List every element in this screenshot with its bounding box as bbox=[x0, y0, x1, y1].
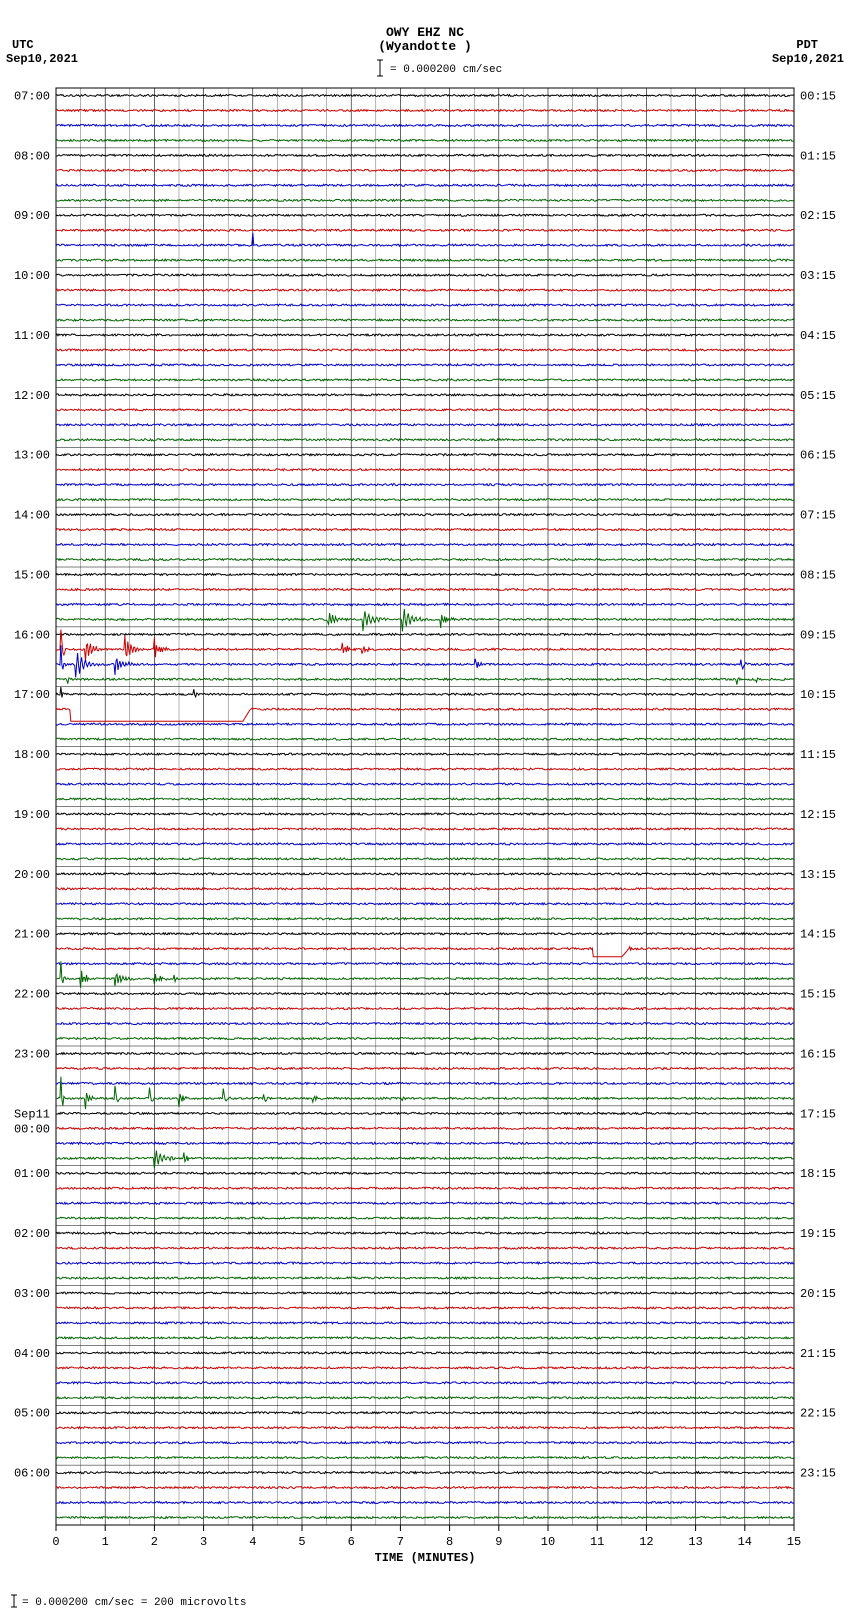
left-time-label: 07:00 bbox=[14, 89, 50, 103]
left-tz: UTC bbox=[12, 38, 34, 52]
xtick-label: 11 bbox=[590, 1535, 604, 1549]
left-time-label: 05:00 bbox=[14, 1407, 50, 1421]
left-time-label: 06:00 bbox=[14, 1467, 50, 1481]
right-time-label: 04:15 bbox=[800, 329, 836, 343]
right-time-label: 23:15 bbox=[800, 1467, 836, 1481]
right-time-label: 22:15 bbox=[800, 1407, 836, 1421]
xtick-label: 7 bbox=[397, 1535, 404, 1549]
seismogram-chart: OWY EHZ NC(Wyandotte ) = 0.000200 cm/sec U… bbox=[0, 0, 850, 1613]
right-time-label: 03:15 bbox=[800, 269, 836, 283]
left-time-label: 20:00 bbox=[14, 868, 50, 882]
right-time-label: 12:15 bbox=[800, 808, 836, 822]
xtick-label: 5 bbox=[298, 1535, 305, 1549]
xtick-label: 9 bbox=[495, 1535, 502, 1549]
left-time-label: 03:00 bbox=[14, 1287, 50, 1301]
right-time-label: 07:15 bbox=[800, 509, 836, 523]
left-date: Sep10,2021 bbox=[6, 52, 78, 66]
right-time-label: 17:15 bbox=[800, 1107, 836, 1121]
left-time-label: 16:00 bbox=[14, 628, 50, 642]
right-time-label: 09:15 bbox=[800, 628, 836, 642]
left-time-label: 22:00 bbox=[14, 988, 50, 1002]
left-time-label: 19:00 bbox=[14, 808, 50, 822]
xtick-label: 12 bbox=[639, 1535, 653, 1549]
right-time-label: 19:15 bbox=[800, 1227, 836, 1241]
right-time-label: 08:15 bbox=[800, 568, 836, 582]
station-line1: OWY EHZ NC bbox=[386, 25, 464, 40]
right-time-label: 11:15 bbox=[800, 748, 836, 762]
xaxis-label: TIME (MINUTES) bbox=[375, 1551, 476, 1565]
left-time-label: Sep11 bbox=[14, 1107, 50, 1121]
right-time-label: 20:15 bbox=[800, 1287, 836, 1301]
right-time-label: 06:15 bbox=[800, 449, 836, 463]
left-time-label: 02:00 bbox=[14, 1227, 50, 1241]
left-time-label: 00:00 bbox=[14, 1122, 50, 1136]
right-time-label: 05:15 bbox=[800, 389, 836, 403]
left-time-label: 21:00 bbox=[14, 928, 50, 942]
xtick-label: 8 bbox=[446, 1535, 453, 1549]
right-time-label: 15:15 bbox=[800, 988, 836, 1002]
left-time-label: 18:00 bbox=[14, 748, 50, 762]
scale-label: = 0.000200 cm/sec bbox=[390, 64, 502, 76]
footer-scale-note: = 0.000200 cm/sec = 200 microvolts bbox=[22, 1597, 246, 1609]
xtick-label: 1 bbox=[102, 1535, 109, 1549]
left-time-label: 11:00 bbox=[14, 329, 50, 343]
left-time-label: 10:00 bbox=[14, 269, 50, 283]
right-time-label: 16:15 bbox=[800, 1047, 836, 1061]
xtick-label: 0 bbox=[52, 1535, 59, 1549]
right-time-label: 21:15 bbox=[800, 1347, 836, 1361]
left-time-label: 15:00 bbox=[14, 568, 50, 582]
left-time-label: 04:00 bbox=[14, 1347, 50, 1361]
right-time-label: 14:15 bbox=[800, 928, 836, 942]
xtick-label: 4 bbox=[249, 1535, 256, 1549]
xtick-label: 13 bbox=[688, 1535, 702, 1549]
left-time-label: 01:00 bbox=[14, 1167, 50, 1181]
station-line2: (Wyandotte ) bbox=[378, 39, 472, 54]
left-time-label: 12:00 bbox=[14, 389, 50, 403]
right-time-label: 02:15 bbox=[800, 209, 836, 223]
right-time-label: 18:15 bbox=[800, 1167, 836, 1181]
xtick-label: 2 bbox=[151, 1535, 158, 1549]
left-time-label: 23:00 bbox=[14, 1047, 50, 1061]
right-time-label: 10:15 bbox=[800, 688, 836, 702]
right-tz: PDT bbox=[796, 38, 818, 52]
xtick-label: 10 bbox=[541, 1535, 555, 1549]
left-time-label: 17:00 bbox=[14, 688, 50, 702]
seismogram-svg: OWY EHZ NC(Wyandotte ) = 0.000200 cm/sec U… bbox=[0, 0, 850, 1613]
left-time-label: 08:00 bbox=[14, 149, 50, 163]
xtick-label: 3 bbox=[200, 1535, 207, 1549]
xtick-label: 15 bbox=[787, 1535, 801, 1549]
left-time-label: 14:00 bbox=[14, 509, 50, 523]
right-time-label: 13:15 bbox=[800, 868, 836, 882]
right-date: Sep10,2021 bbox=[772, 52, 844, 66]
right-time-label: 01:15 bbox=[800, 149, 836, 163]
left-time-label: 09:00 bbox=[14, 209, 50, 223]
right-time-label: 00:15 bbox=[800, 89, 836, 103]
xtick-label: 14 bbox=[738, 1535, 752, 1549]
left-time-label: 13:00 bbox=[14, 449, 50, 463]
xtick-label: 6 bbox=[348, 1535, 355, 1549]
